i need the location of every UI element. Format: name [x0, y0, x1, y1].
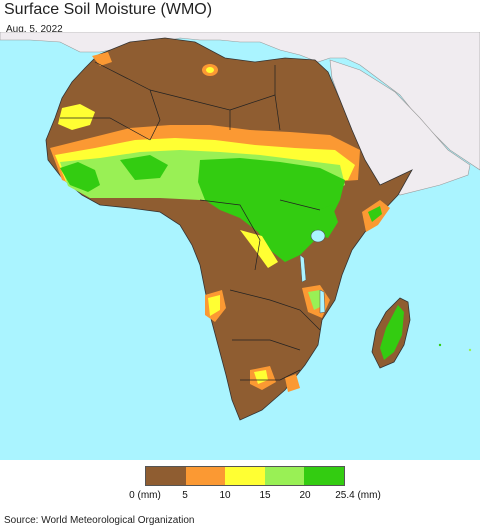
guinea-wet: [120, 155, 168, 180]
legend-label: 0 (mm): [129, 490, 161, 501]
congo-yellow: [240, 230, 278, 268]
map-title: Surface Soil Moisture (WMO): [4, 1, 213, 18]
central-wet: [198, 158, 345, 262]
legend-color-bar: [145, 466, 345, 486]
soil-moisture-map: [0, 32, 480, 460]
west-coast-wet: [60, 162, 100, 192]
legend-swatch-20-25: [304, 467, 344, 485]
lake-victoria: [310, 229, 326, 243]
country-borders: [60, 61, 321, 381]
horn-green: [368, 206, 382, 222]
legend-label: 5: [182, 490, 188, 501]
source-credit: Source: World Meteorological Organizatio…: [4, 515, 195, 526]
libya-spot-inner: [206, 67, 214, 73]
legend-labels: 0 (mm) 5 10 15 20 25.4 (mm): [120, 490, 400, 504]
lake-malawi: [319, 289, 326, 314]
south-africa-east: [285, 374, 300, 392]
east-coast-green: [318, 205, 338, 238]
legend-swatch-0-5: [146, 467, 186, 485]
map-date: Aug. 5, 2022: [6, 24, 63, 35]
angola-patch-yellow: [208, 295, 220, 316]
legend-swatch-15-20: [264, 467, 305, 485]
madagascar-wet: [380, 305, 404, 360]
legend-swatch-5-10: [185, 467, 226, 485]
south-africa-patch-yellow: [254, 370, 268, 384]
morocco-orange: [92, 52, 112, 66]
morocco-yellow: [58, 104, 95, 130]
lake-tanganyika: [299, 254, 307, 283]
legend-label: 15: [259, 490, 271, 501]
mauritius: [468, 348, 472, 352]
comoros: [438, 343, 442, 347]
legend-label: 25.4 (mm): [335, 490, 381, 501]
legend-label: 10: [219, 490, 231, 501]
legend-label: 20: [299, 490, 311, 501]
legend-swatch-10-15: [225, 467, 265, 485]
